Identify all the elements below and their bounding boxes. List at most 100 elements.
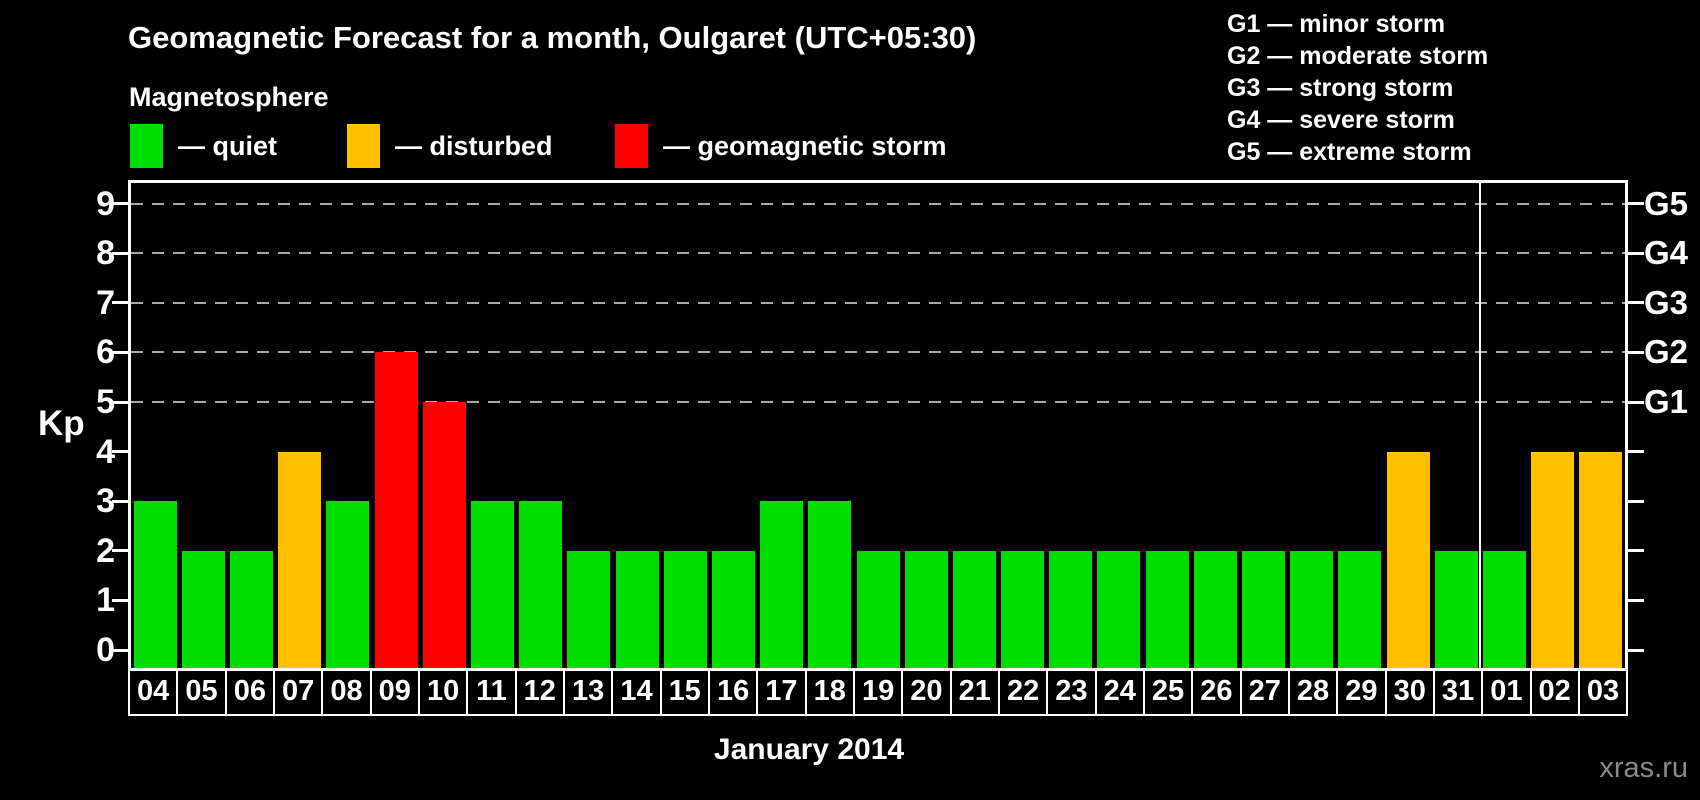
day-label-14: 14 xyxy=(613,671,662,714)
gridline-kp6 xyxy=(131,351,1625,354)
y-axis-label-6: 6 xyxy=(96,333,115,372)
day-label-02: 02 xyxy=(1532,671,1580,714)
bar-day-28 xyxy=(1290,550,1334,668)
bar-day-14 xyxy=(615,550,659,668)
day-label-30: 30 xyxy=(1387,671,1435,714)
right-axis-label-g4: G4 xyxy=(1644,234,1689,272)
day-label-27: 27 xyxy=(1242,671,1290,714)
right-tick-kp5 xyxy=(1628,400,1644,404)
quiet-color-swatch xyxy=(130,124,163,168)
bar-day-26 xyxy=(1193,550,1237,668)
chart-title: Geomagnetic Forecast for a month, Oulgar… xyxy=(128,20,977,55)
day-label-13: 13 xyxy=(565,671,614,714)
gridline-kp7 xyxy=(131,301,1625,304)
left-tick-kp1 xyxy=(112,598,128,602)
right-tick-kp9 xyxy=(1628,202,1644,206)
bar-day-22 xyxy=(1001,550,1045,668)
legend-item-storm: — geomagnetic storm xyxy=(615,124,947,168)
legend-label-storm: — geomagnetic storm xyxy=(663,131,947,161)
g-scale-line-g5: G5 — extreme storm xyxy=(1227,138,1472,166)
day-label-11: 11 xyxy=(468,671,517,714)
right-tick-kp8 xyxy=(1628,251,1644,255)
right-tick-kp0 xyxy=(1628,648,1644,652)
bar-day-17 xyxy=(760,501,804,668)
day-label-17: 17 xyxy=(758,671,807,714)
bar-day-04 xyxy=(133,501,177,668)
day-label-06: 06 xyxy=(227,671,275,714)
legend-label-disturbed: — disturbed xyxy=(395,131,553,161)
day-label-29: 29 xyxy=(1338,671,1387,714)
y-axis-label-7: 7 xyxy=(96,283,115,322)
y-axis-title: Kp xyxy=(38,404,85,443)
gridline-kp9 xyxy=(131,202,1625,205)
bar-day-21 xyxy=(952,550,996,668)
y-axis-label-0: 0 xyxy=(96,631,115,669)
y-axis-label-1: 1 xyxy=(96,581,115,620)
bar-day-01 xyxy=(1483,550,1527,668)
gridline-kp5 xyxy=(131,401,1625,403)
chart-subtitle: Magnetosphere xyxy=(129,82,329,112)
bar-day-31 xyxy=(1434,550,1478,668)
day-label-23: 23 xyxy=(1048,671,1097,714)
day-label-15: 15 xyxy=(662,671,710,714)
day-label-03: 03 xyxy=(1586,675,1620,707)
right-tick-kp4 xyxy=(1628,450,1644,454)
bar-day-16 xyxy=(711,550,755,668)
disturbed-color-swatch xyxy=(347,124,380,168)
right-tick-kp6 xyxy=(1628,350,1644,354)
gridline-kp8 xyxy=(131,252,1625,255)
x-axis-day-labels: 04 05 06 07 08 09 10 11 12 13 14 15 16 17 18 19 20 21 22 23… xyxy=(128,671,1628,716)
right-tick-kp7 xyxy=(1628,301,1644,305)
bar-day-29 xyxy=(1338,550,1382,668)
day-label-01: 01 xyxy=(1483,671,1532,714)
day-label-04: 04 xyxy=(130,671,179,714)
bar-day-12 xyxy=(519,501,563,668)
right-axis-label-g2: G2 xyxy=(1644,333,1689,371)
right-axis-label-g3: G3 xyxy=(1644,283,1689,321)
bar-day-20 xyxy=(904,550,948,668)
watermark: xras.ru xyxy=(1599,752,1688,784)
left-tick-kp5 xyxy=(112,400,128,404)
y-axis-label-9: 9 xyxy=(96,184,115,223)
legend-item-quiet: — quiet xyxy=(130,124,277,168)
day-label-31: 31 xyxy=(1435,671,1484,714)
plot-area xyxy=(128,180,1628,671)
bar-day-30 xyxy=(1386,451,1430,668)
g-scale-legend: G1 — minor storm G2 — moderate storm G3 … xyxy=(1227,8,1488,168)
y-axis-label-4: 4 xyxy=(96,432,115,471)
day-label-19: 19 xyxy=(855,671,904,714)
left-tick-kp8 xyxy=(112,251,128,255)
bar-day-02 xyxy=(1531,451,1575,668)
bar-day-09 xyxy=(374,352,418,668)
storm-color-swatch xyxy=(615,124,648,168)
bar-day-05 xyxy=(181,550,225,668)
day-label-05: 05 xyxy=(178,671,227,714)
right-tick-kp2 xyxy=(1628,549,1644,553)
right-axis-label-g1: G1 xyxy=(1644,383,1689,420)
left-tick-kp4 xyxy=(112,450,128,454)
y-axis-label-5: 5 xyxy=(96,383,115,421)
bar-day-06 xyxy=(229,550,273,668)
bar-day-27 xyxy=(1242,550,1286,668)
left-tick-kp7 xyxy=(112,301,128,305)
right-tick-kp1 xyxy=(1628,598,1644,602)
right-tick-kp3 xyxy=(1628,499,1644,503)
y-axis-label-8: 8 xyxy=(96,234,115,273)
day-label-10: 10 xyxy=(420,671,469,714)
day-label-07: 07 xyxy=(275,671,324,714)
day-label-09: 09 xyxy=(372,671,420,714)
legend-item-disturbed: — disturbed xyxy=(347,124,553,168)
left-tick-kp3 xyxy=(112,499,128,503)
left-tick-kp6 xyxy=(112,350,128,354)
legend-label-quiet: — quiet xyxy=(178,131,277,161)
plot-body xyxy=(131,183,1625,668)
day-label-20: 20 xyxy=(903,671,952,714)
bar-day-19 xyxy=(856,550,900,668)
bar-day-13 xyxy=(567,550,611,668)
left-tick-kp2 xyxy=(112,549,128,553)
bar-day-11 xyxy=(470,501,514,668)
left-tick-kp9 xyxy=(112,202,128,206)
bar-day-24 xyxy=(1097,550,1141,668)
x-axis-title: January 2014 xyxy=(713,733,905,766)
